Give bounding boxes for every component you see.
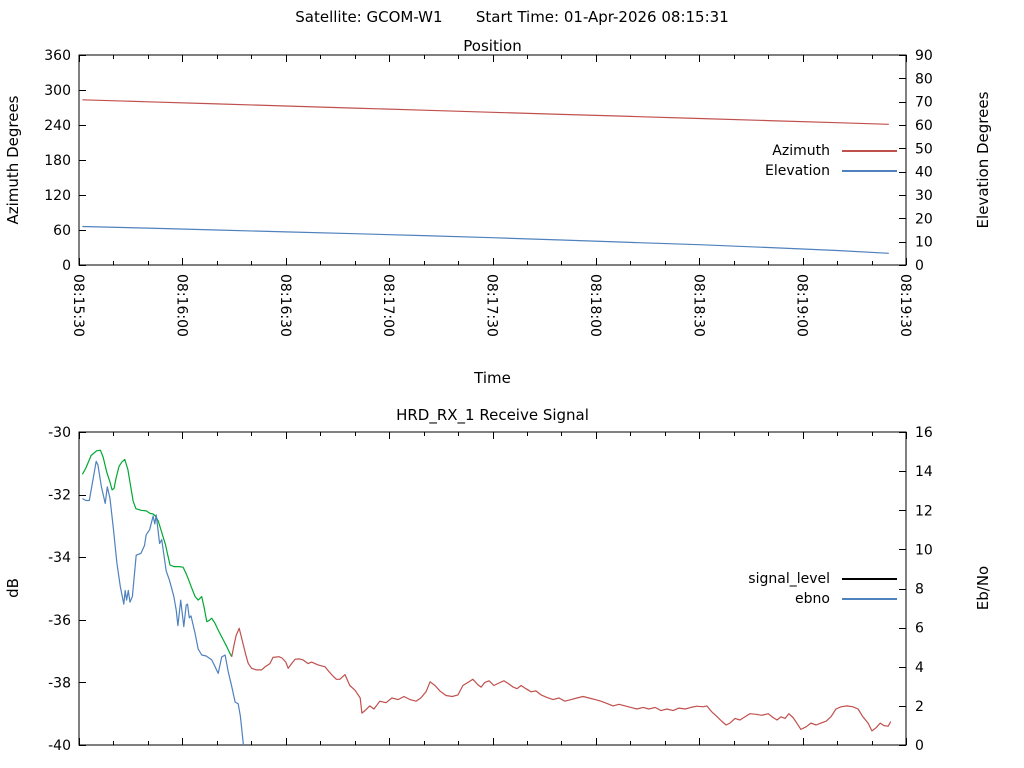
series-azimuth: [82, 99, 889, 125]
chart1-xlabel: Time: [474, 369, 511, 387]
chart1-title: Position: [463, 37, 522, 55]
legend-line-swatch: [842, 150, 897, 152]
y-left-tick-label: 300: [44, 83, 71, 99]
series-signal_level: [81, 449, 233, 657]
legend-entry-signal_level: signal_level: [748, 569, 897, 589]
y-right-tick-label: 50: [915, 141, 933, 157]
legend-line-swatch: [842, 598, 897, 600]
y-left-tick-label: -34: [48, 550, 71, 566]
x-tick-label: 08:18:30: [690, 274, 706, 337]
y-left-tick-label: -32: [48, 488, 71, 504]
y-right-tick-label: 10: [915, 235, 933, 251]
legend-label: ebno: [795, 591, 830, 607]
chart1-legend: Azimuth Elevation: [765, 141, 897, 181]
y-right-tick-label: 30: [915, 188, 933, 204]
y-right-tick-label: 12: [915, 503, 933, 519]
y-right-tick-label: 80: [915, 71, 933, 87]
y-right-tick-label: 16: [915, 425, 933, 441]
plot-frame: [78, 431, 907, 746]
series-signal_level: [231, 627, 892, 732]
x-tick-label: 08:16:00: [173, 274, 189, 337]
x-tick-label: 08:15:30: [70, 274, 86, 337]
y-right-tick-label: 20: [915, 211, 933, 227]
y-left-tick-label: 180: [44, 153, 71, 169]
legend-label: signal_level: [748, 571, 830, 587]
y-right-tick-label: 70: [915, 95, 933, 111]
chart2-title: HRD_RX_1 Receive Signal: [396, 406, 589, 424]
series-elevation: [82, 225, 889, 254]
x-tick-label: 08:18:00: [587, 274, 603, 337]
x-tick-label: 08:17:30: [484, 274, 500, 337]
y-right-tick-label: 14: [915, 464, 933, 480]
y-left-tick-label: 360: [44, 48, 71, 64]
y-right-tick-label: 0: [915, 738, 924, 754]
y-right-tick-label: 90: [915, 48, 933, 64]
legend-entry-elevation: Elevation: [765, 161, 897, 181]
legend-line-swatch: [842, 578, 897, 580]
y-right-tick-label: 6: [915, 621, 924, 637]
x-tick-label: 08:19:30: [897, 274, 913, 337]
x-tick-label: 08:16:30: [277, 274, 293, 337]
y-left-tick-label: -30: [48, 425, 71, 441]
legend-line-swatch: [842, 170, 897, 172]
y-right-tick-label: 10: [915, 542, 933, 558]
y-left-tick-label: -36: [48, 613, 71, 629]
y-left-tick-label: -40: [48, 738, 71, 754]
legend-label: Azimuth: [772, 143, 830, 159]
y-right-tick-label: 60: [915, 118, 933, 134]
main-title: Satellite: GCOM-W1 Start Time: 01-Apr-20…: [295, 8, 729, 26]
x-tick-label: 08:17:00: [380, 274, 396, 337]
y-right-tick-label: 4: [915, 660, 924, 676]
y-right-tick-label: 8: [915, 582, 924, 598]
y-left-tick-label: 0: [62, 258, 71, 274]
legend-entry-ebno: ebno: [748, 589, 897, 609]
y-left-tick-label: -38: [48, 675, 71, 691]
y-left-tick-label: 60: [53, 223, 71, 239]
x-tick-label: 08:19:00: [794, 274, 810, 337]
series-ebno: [82, 460, 244, 746]
legend-entry-azimuth: Azimuth: [765, 141, 897, 161]
y-right-tick-label: 2: [915, 699, 924, 715]
y-left-tick-label: 240: [44, 118, 71, 134]
y-left-tick-label: 120: [44, 188, 71, 204]
y-right-tick-label: 40: [915, 165, 933, 181]
y-right-tick-label: 0: [915, 258, 924, 274]
legend-label: Elevation: [764, 163, 830, 179]
